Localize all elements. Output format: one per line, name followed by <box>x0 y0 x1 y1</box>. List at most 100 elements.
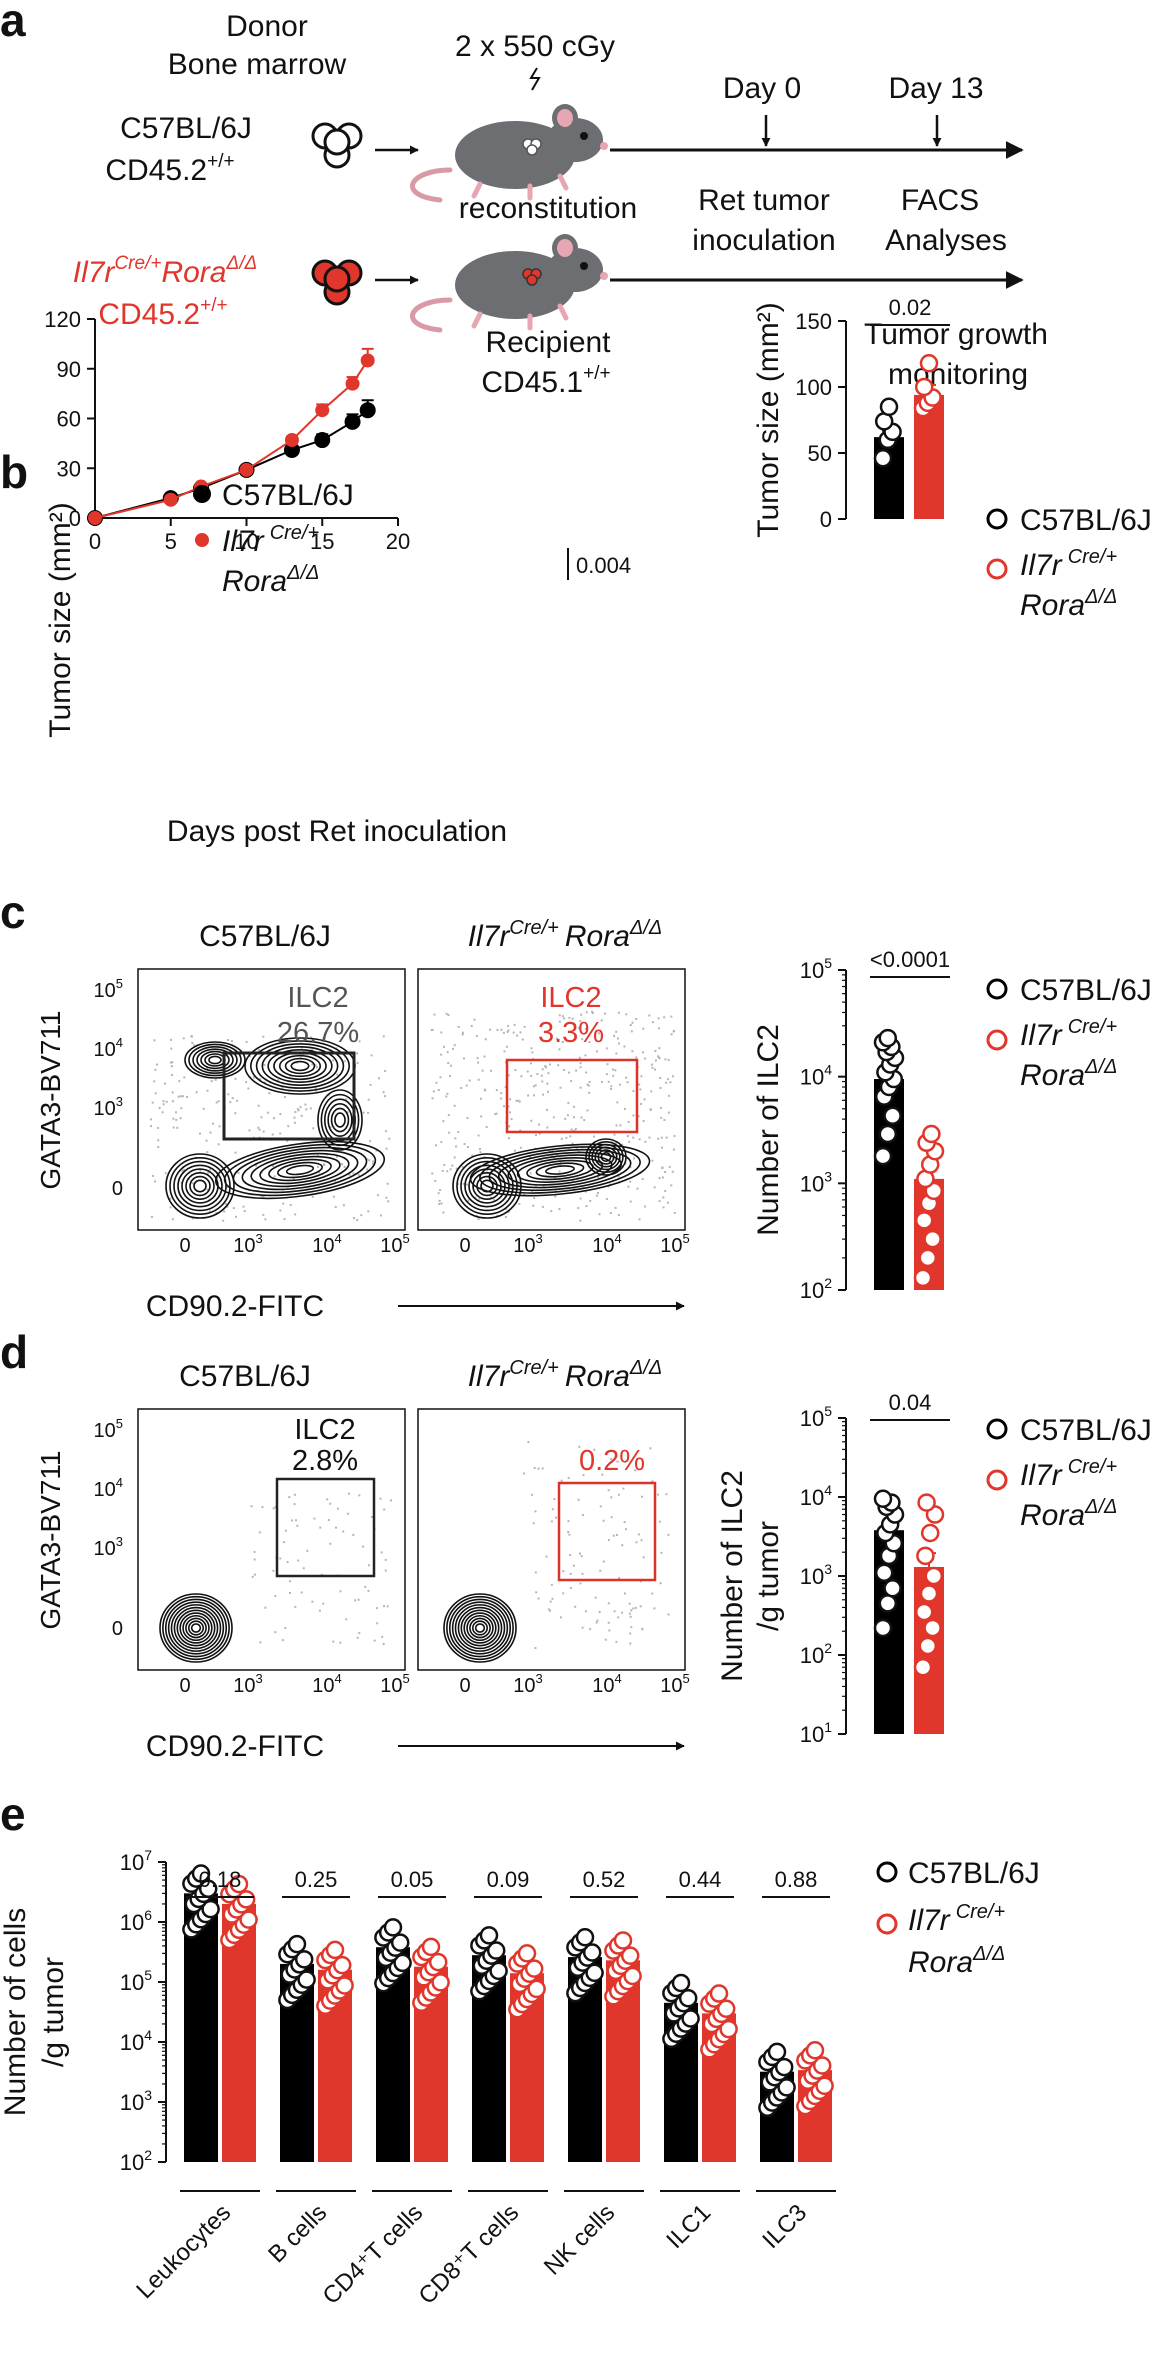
event-dot <box>657 1027 660 1030</box>
event-dot <box>629 1615 632 1618</box>
event-dot <box>353 1217 356 1220</box>
event-dot <box>509 1165 512 1168</box>
event-dot <box>446 1051 449 1054</box>
event-dot <box>560 1479 563 1482</box>
event-dot <box>583 1158 586 1161</box>
legend-d: C57BL/6J Il7r Cre/+ RoraΔ/Δ <box>986 1414 1152 1532</box>
event-dot <box>263 1063 266 1066</box>
event-dot <box>629 1166 632 1169</box>
event-dot <box>670 1015 673 1018</box>
data-point <box>201 1899 220 1919</box>
event-dot <box>367 1098 370 1101</box>
event-dot <box>505 1207 508 1210</box>
panel-label-b: b <box>0 446 28 498</box>
event-dot <box>253 1550 256 1553</box>
data-point <box>878 1028 898 1048</box>
event-dot <box>546 1126 549 1129</box>
data-point <box>923 1229 942 1249</box>
event-dot <box>339 1641 342 1644</box>
event-dot <box>607 1621 610 1624</box>
event-dot <box>542 1093 545 1096</box>
data-point <box>767 2042 787 2062</box>
event-dot <box>358 1631 361 1634</box>
event-dot <box>581 1626 584 1629</box>
event-dot <box>641 1627 644 1630</box>
event-dot <box>638 1083 641 1086</box>
legend-ko-label-line1: Il7r Cre/+ <box>1020 1456 1117 1492</box>
event-dot <box>532 1094 535 1097</box>
event-dot <box>272 1507 275 1510</box>
flow-d-x-label: CD90.2-FITC <box>146 1730 324 1763</box>
flow-d-ko-plot <box>443 1441 670 1663</box>
event-dot <box>384 1569 387 1572</box>
event-dot <box>434 1144 437 1147</box>
event-dot <box>479 1151 482 1154</box>
data-point <box>924 1566 944 1586</box>
ko-mouse-icon <box>412 234 608 330</box>
event-dot <box>370 1515 373 1518</box>
event-dot <box>448 1131 451 1134</box>
event-dot <box>315 1066 318 1069</box>
event-dot <box>446 1092 449 1095</box>
data-point <box>922 1124 941 1144</box>
category-label: B cells <box>263 2199 332 2268</box>
flow-c-y-label: GATA3-BV711 <box>35 1011 66 1190</box>
event-dot <box>500 1092 503 1095</box>
event-dot <box>519 1031 522 1034</box>
legend-ko-open-marker <box>986 558 1008 580</box>
event-dot <box>161 1111 164 1114</box>
data-point <box>360 353 375 368</box>
event-dot <box>310 1036 313 1039</box>
event-dot <box>481 1069 484 1072</box>
event-dot <box>575 1147 578 1150</box>
event-dot <box>368 1564 371 1567</box>
event-dot <box>559 1161 562 1164</box>
event-dot <box>616 1101 619 1104</box>
y-tick-label: 60 <box>57 407 81 432</box>
event-dot <box>179 1117 182 1120</box>
flow-y-tick-label: 0 <box>112 1178 123 1200</box>
contour-ring <box>250 1152 350 1188</box>
event-dot <box>215 1101 218 1104</box>
contour-ring <box>188 1620 205 1636</box>
reconstitution-label: reconstitution <box>459 192 637 225</box>
contour-ring <box>285 1164 315 1176</box>
x-tick-label: 20 <box>386 529 410 554</box>
event-dot <box>302 1567 305 1570</box>
event-dot <box>568 1016 571 1019</box>
event-dot <box>628 1612 631 1615</box>
flow-x-tick-label: 104 <box>592 1231 621 1257</box>
event-dot <box>602 1560 605 1563</box>
event-dot <box>346 1111 349 1114</box>
data-point <box>315 403 330 418</box>
event-dot <box>206 1089 209 1092</box>
data-point <box>383 1918 403 1937</box>
event-dot <box>433 1013 436 1016</box>
flow-x-tick-label: 104 <box>592 1671 621 1697</box>
event-dot <box>572 1116 575 1119</box>
data-point <box>719 2019 738 2039</box>
event-dot <box>273 1117 276 1120</box>
flow-d-wt-pct: 2.8% <box>292 1445 358 1477</box>
event-dot <box>591 1012 594 1015</box>
monitoring-line2: monitoring <box>888 358 1028 391</box>
y-tick-label: 106 <box>120 1907 152 1935</box>
event-dot <box>327 1519 330 1522</box>
pvalue-label: 0.52 <box>583 1867 626 1892</box>
event-dot <box>170 1047 173 1050</box>
event-dot <box>472 1172 475 1175</box>
event-dot <box>362 1545 365 1548</box>
event-dot <box>558 1020 561 1023</box>
event-dot <box>651 1480 654 1483</box>
legend-b-right: C57BL/6J Il7r Cre/+ RoraΔ/Δ <box>986 504 1152 622</box>
event-dot <box>670 1033 673 1036</box>
event-dot <box>208 1168 211 1171</box>
event-dot <box>567 1530 570 1533</box>
contour-ring <box>476 1175 498 1197</box>
event-dot <box>567 1071 570 1074</box>
y-tick-label: 104 <box>800 1482 832 1510</box>
event-dot <box>583 1119 586 1122</box>
contour-ring <box>479 1146 641 1194</box>
legend-wt-open-marker <box>986 1418 1008 1440</box>
event-dot <box>665 1081 668 1084</box>
